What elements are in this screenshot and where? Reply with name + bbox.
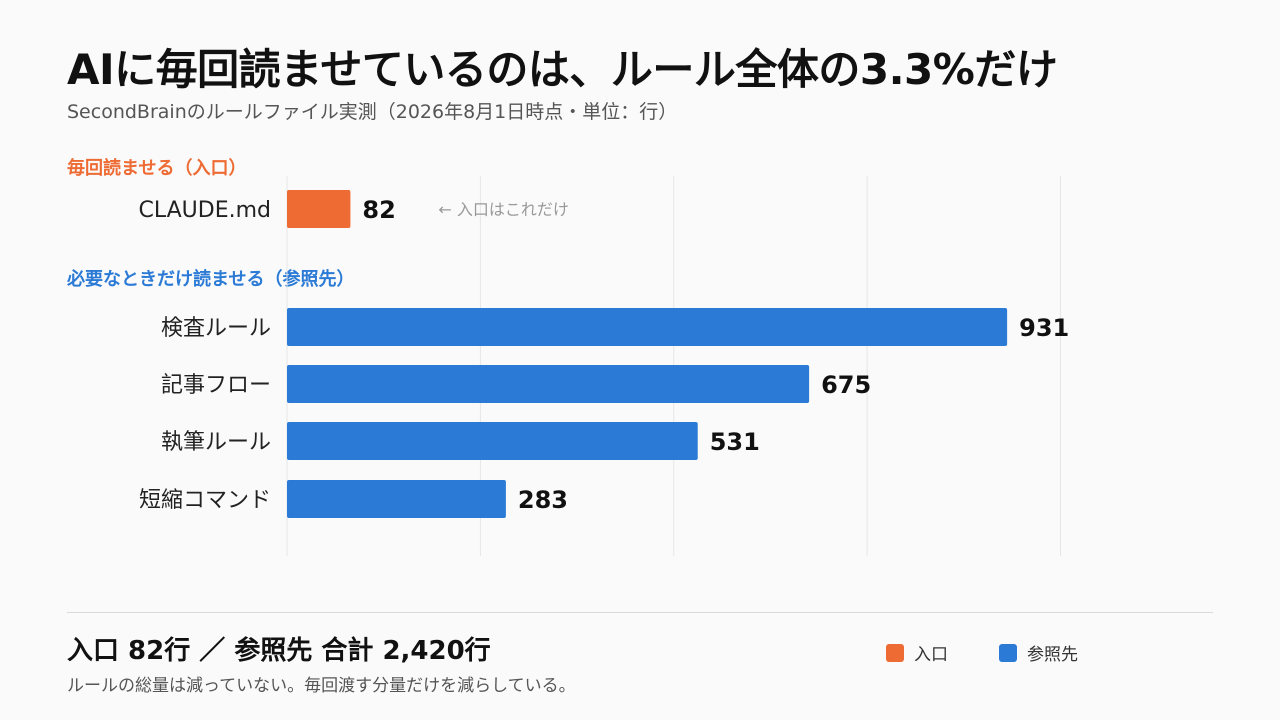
data-label: 931 [1019,314,1069,342]
legend-swatch-entry [886,643,904,662]
chart-subtitle: SecondBrainのルールファイル実測（2026年8月1日時点・単位：行） [67,101,678,123]
category-label: 記事フロー [161,373,271,398]
chart-title: AIに毎回読ませているのは、ルール全体の3.3%だけ [67,45,1058,94]
data-label: 283 [518,486,568,514]
bar [287,480,506,518]
data-label: 531 [710,428,760,456]
section-label-entry: 毎回読ませる（入口） [67,158,247,179]
legend-label-entry: 入口 [914,645,948,665]
bar [287,422,698,460]
footer-divider [67,612,1213,613]
legend-item-entry: 入口 [886,640,948,665]
category-label: 短縮コマンド [139,488,271,513]
category-label: CLAUDE.md [138,198,271,223]
legend-item-reference: 参照先 [999,640,1078,665]
bar [287,308,1008,346]
summary-total: 入口 82行 ／ 参照先 合計 2,420行 [67,636,491,666]
summary-note: ルールの総量は減っていない。毎回渡す分量だけを減らしている。 [67,676,576,696]
annotation: ← 入口はこれだけ [438,200,569,219]
bar [287,190,351,228]
bar [287,365,810,403]
data-label: 675 [821,371,871,399]
legend-label-reference: 参照先 [1027,645,1078,665]
category-label: 執筆ルール [161,430,271,455]
section-label-reference: 必要なときだけ読ませる（参照先） [67,269,355,290]
legend-swatch-reference [999,643,1017,662]
category-label: 検査ルール [161,316,271,341]
data-label: 82 [362,196,395,224]
